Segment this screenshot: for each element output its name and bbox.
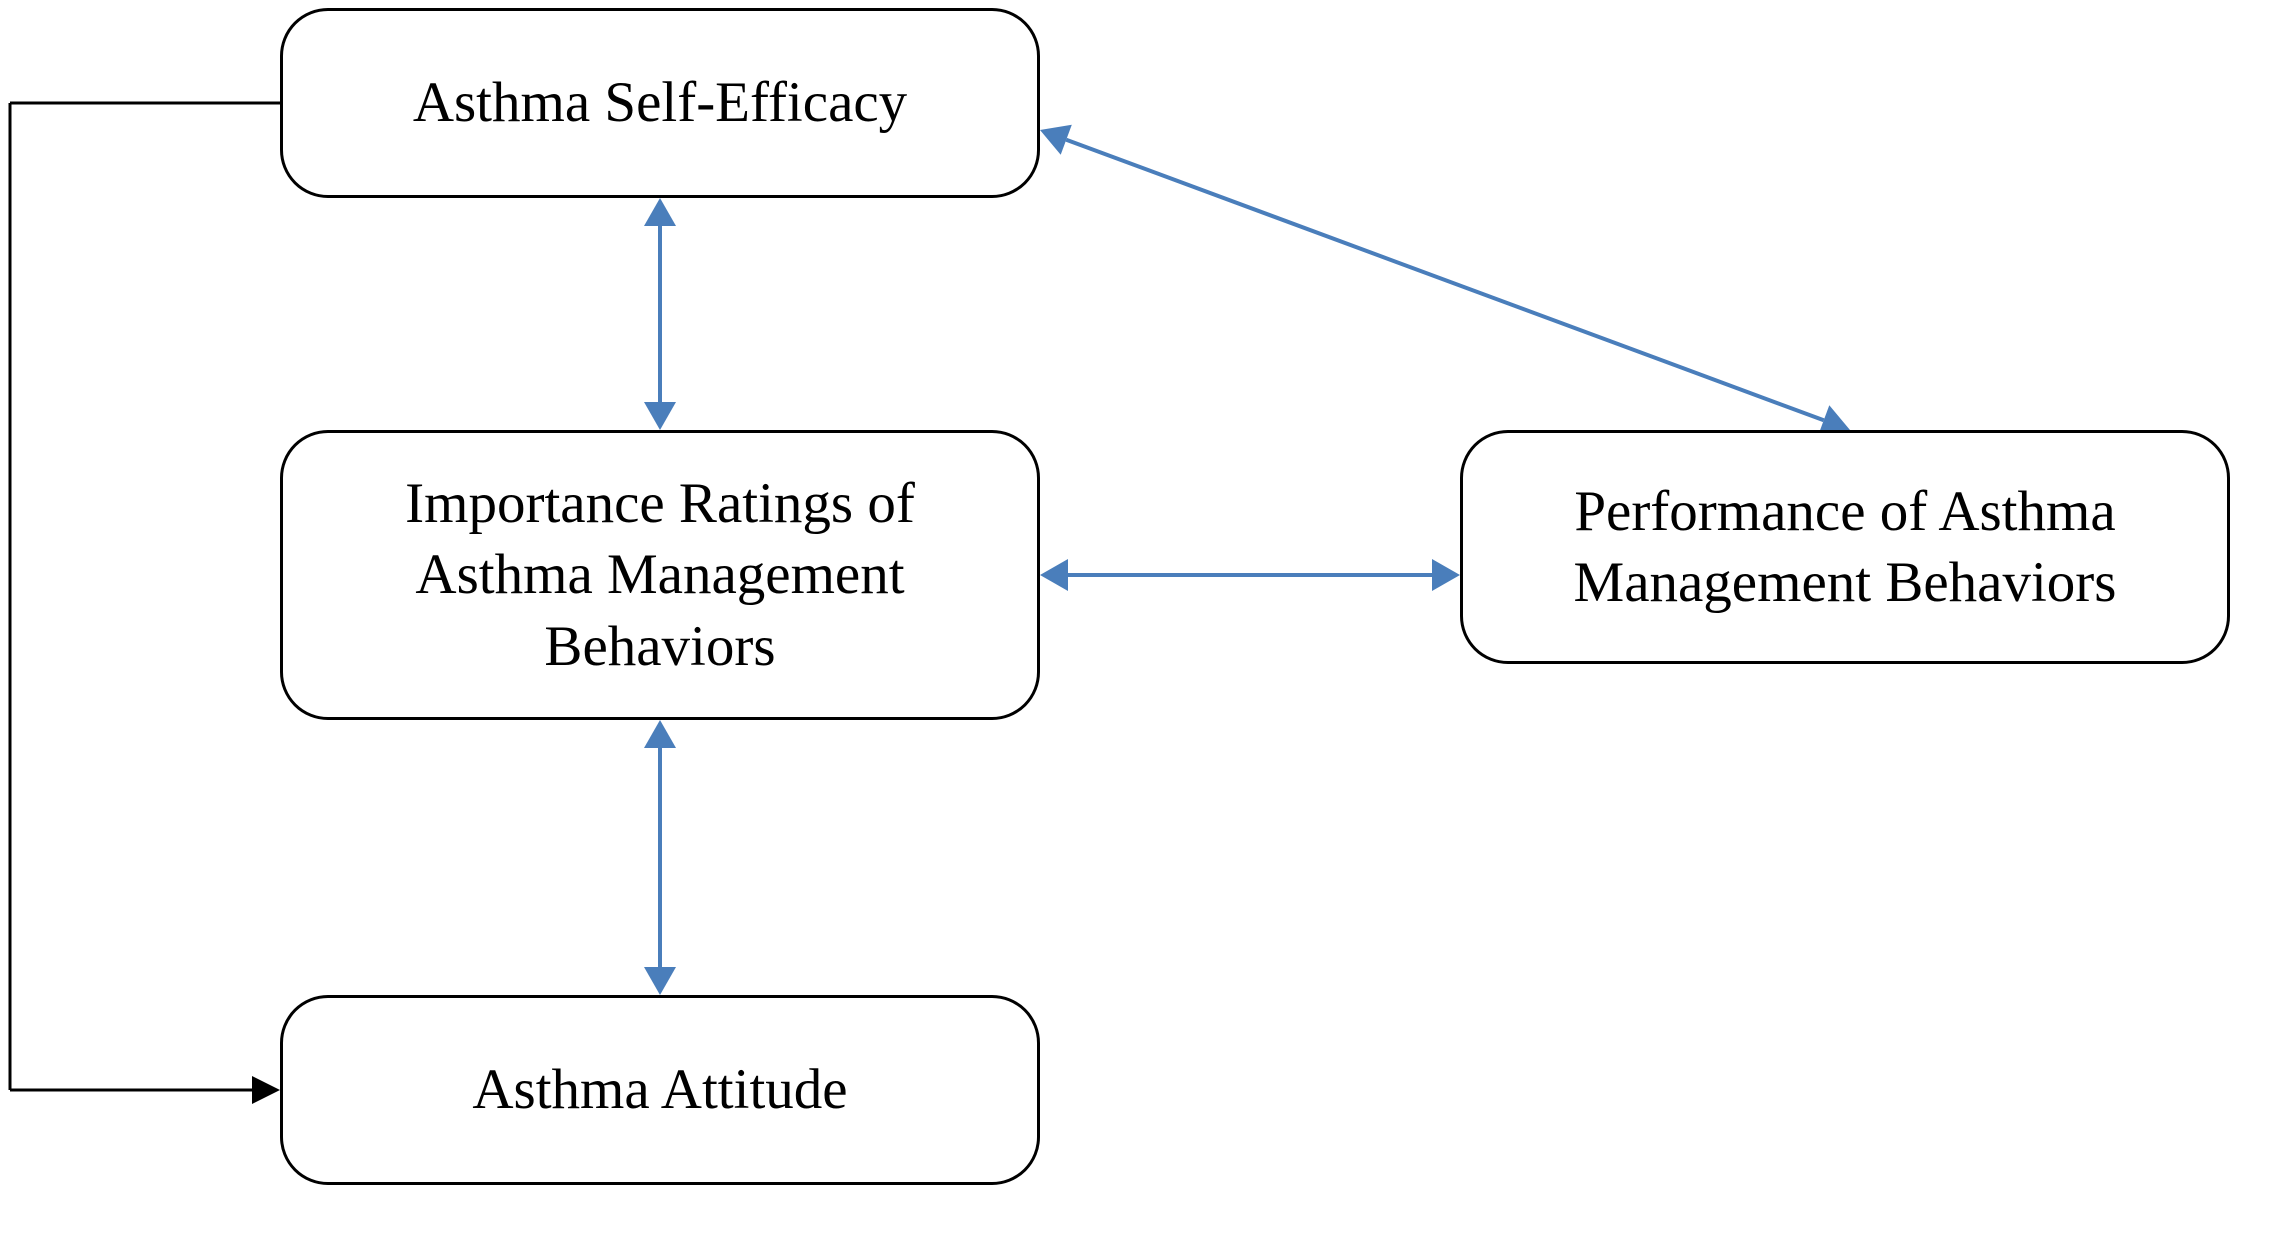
node-self-efficacy: Asthma Self-Efficacy bbox=[280, 8, 1040, 198]
node-label: Asthma Self-Efficacy bbox=[413, 67, 907, 138]
node-performance: Performance of Asthma Management Behavio… bbox=[1460, 430, 2230, 664]
node-label: Importance Ratings of Asthma Management … bbox=[405, 468, 915, 682]
node-label: Performance of Asthma Management Behavio… bbox=[1574, 476, 2117, 619]
node-label: Asthma Attitude bbox=[472, 1054, 847, 1125]
node-attitude: Asthma Attitude bbox=[280, 995, 1040, 1185]
node-importance-ratings: Importance Ratings of Asthma Management … bbox=[280, 430, 1040, 720]
diagram-canvas: Asthma Self-Efficacy Importance Ratings … bbox=[0, 0, 2282, 1242]
